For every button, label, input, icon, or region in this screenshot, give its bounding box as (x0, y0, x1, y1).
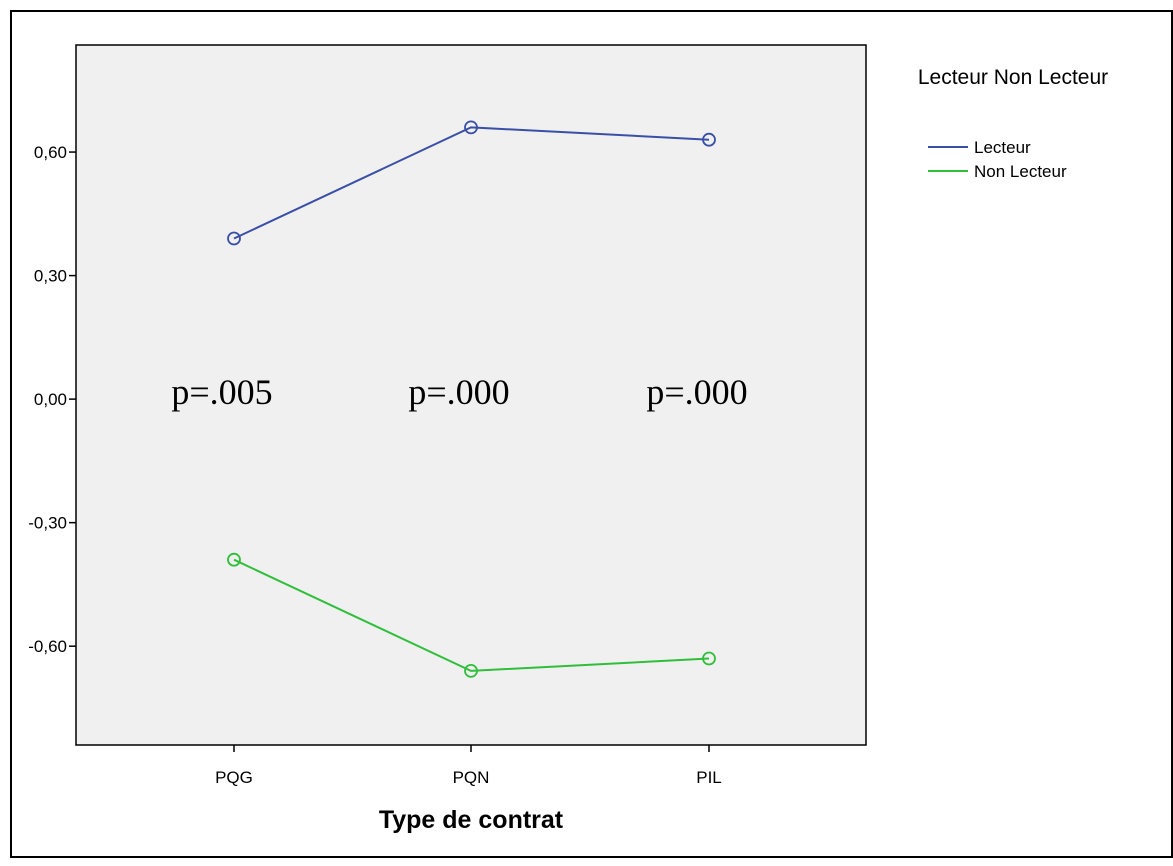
y-axis: 0,60 0,30 0,00 -0,30 -0,60 (28, 143, 76, 656)
plot-area (75, 44, 867, 746)
series-line (233, 558, 710, 672)
p-value-annotation: p=.005 (171, 372, 272, 412)
data-point (702, 132, 716, 147)
data-point (464, 120, 478, 135)
x-axis: PQG PQN PIL (215, 745, 722, 787)
y-tick-label: -0,60 (28, 637, 67, 656)
series-layer (227, 120, 716, 678)
legend-label: Lecteur (974, 138, 1031, 157)
x-tick-label: PQG (215, 768, 253, 787)
data-point (227, 552, 241, 567)
y-tick-label: 0,60 (34, 143, 67, 162)
x-tick-label: PQN (453, 768, 490, 787)
data-point (702, 651, 716, 666)
legend-title: Lecteur Non Lecteur (918, 66, 1108, 89)
legend-label: Non Lecteur (974, 162, 1067, 181)
x-axis-title: Type de contrat (379, 806, 564, 834)
y-tick-label: -0,30 (28, 514, 67, 533)
y-tick-label: 0,30 (34, 267, 67, 286)
data-point (464, 663, 478, 678)
x-tick-label: PIL (696, 768, 722, 787)
chart-frame (10, 10, 1173, 858)
data-point (227, 231, 241, 246)
series-line (233, 126, 710, 240)
legend: Lecteur Non Lecteur Lecteur Non Lecteur (918, 66, 1108, 181)
p-value-annotation: p=.000 (408, 372, 509, 412)
annotations: p=.005 p=.000 p=.000 (171, 372, 747, 412)
y-tick-label: 0,00 (34, 390, 67, 409)
p-value-annotation: p=.000 (646, 372, 747, 412)
